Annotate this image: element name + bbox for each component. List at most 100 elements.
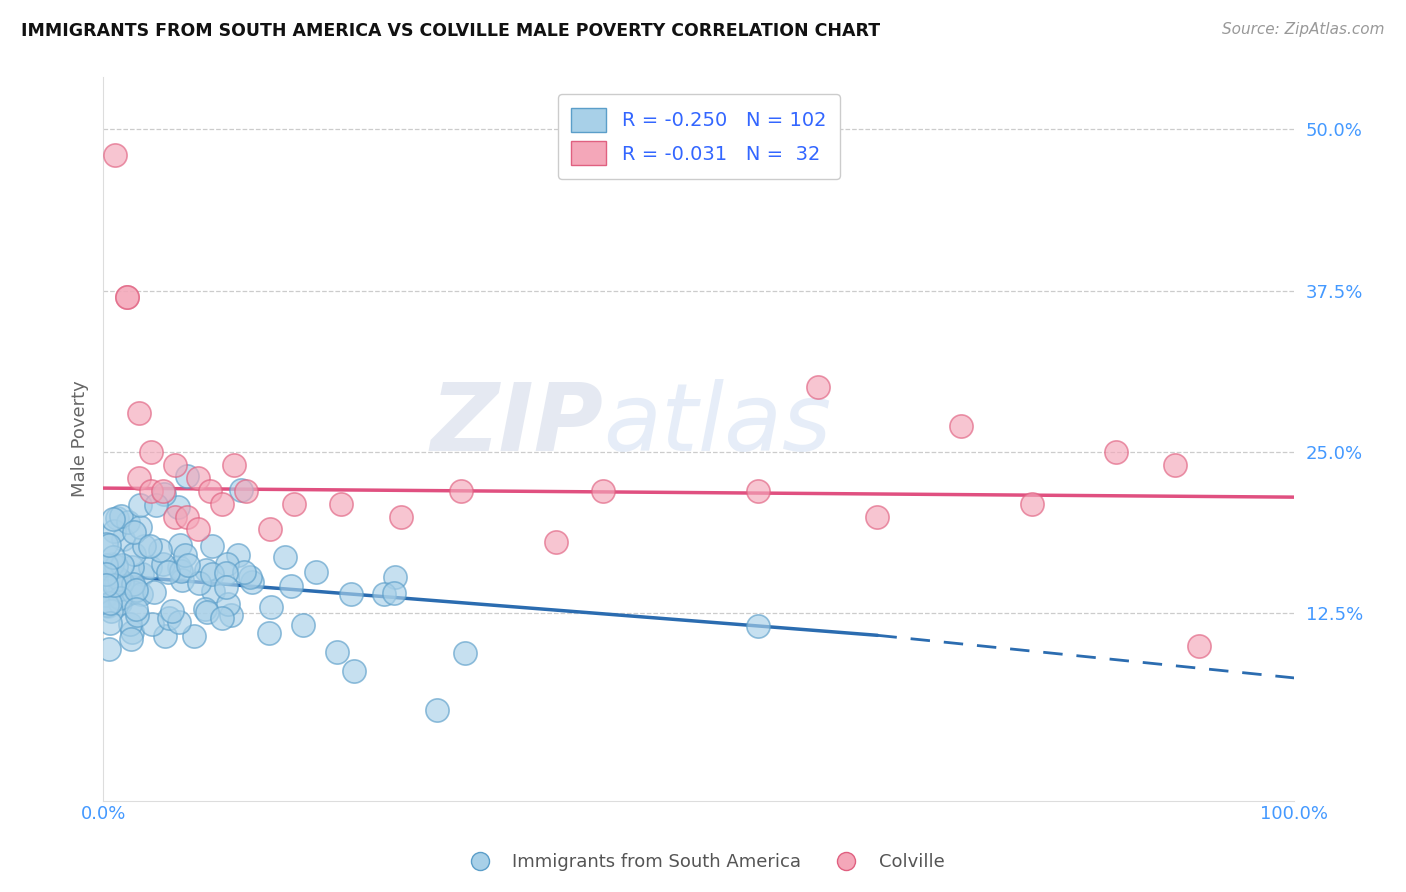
Point	[129, 520, 152, 534]
Point	[104, 558, 127, 573]
Point	[149, 542, 172, 557]
Point	[129, 498, 152, 512]
Point	[103, 578, 125, 592]
Point	[139, 445, 162, 459]
Point	[105, 511, 128, 525]
Point	[215, 580, 238, 594]
Point	[122, 585, 145, 599]
Point	[1021, 497, 1043, 511]
Point	[128, 406, 150, 420]
Point	[110, 558, 132, 572]
Point	[142, 584, 165, 599]
Point	[125, 582, 148, 597]
Point	[104, 148, 127, 162]
Point	[866, 509, 889, 524]
Point	[152, 557, 174, 571]
Point	[177, 558, 200, 572]
Point	[139, 483, 162, 498]
Point	[104, 577, 127, 591]
Point	[215, 566, 238, 580]
Point	[340, 587, 363, 601]
Point	[108, 596, 131, 610]
Point	[173, 549, 195, 563]
Point	[96, 599, 118, 613]
Point	[187, 523, 209, 537]
Point	[118, 617, 141, 632]
Point	[121, 624, 143, 639]
Point	[124, 547, 146, 561]
Point	[343, 664, 366, 678]
Point	[200, 483, 222, 498]
Point	[176, 468, 198, 483]
Point	[292, 618, 315, 632]
Point	[163, 509, 186, 524]
Point	[97, 537, 120, 551]
Point	[129, 587, 152, 601]
Point	[274, 549, 297, 564]
Point	[120, 632, 142, 646]
Point	[134, 539, 156, 553]
Point	[167, 615, 190, 629]
Point	[117, 515, 139, 529]
Point	[112, 532, 135, 546]
Point	[153, 629, 176, 643]
Text: Source: ZipAtlas.com: Source: ZipAtlas.com	[1222, 22, 1385, 37]
Point	[592, 483, 614, 498]
Point	[157, 611, 180, 625]
Point	[747, 619, 769, 633]
Point	[194, 601, 217, 615]
Point	[128, 471, 150, 485]
Point	[167, 559, 190, 574]
Point	[153, 487, 176, 501]
Point	[108, 591, 131, 605]
Point	[235, 483, 257, 498]
Text: IMMIGRANTS FROM SOUTH AMERICA VS COLVILLE MALE POVERTY CORRELATION CHART: IMMIGRANTS FROM SOUTH AMERICA VS COLVILL…	[21, 22, 880, 40]
Point	[201, 566, 224, 581]
Point	[229, 483, 252, 497]
Point	[240, 575, 263, 590]
Point	[111, 575, 134, 590]
Point	[100, 557, 122, 571]
Point	[233, 565, 256, 579]
Point	[110, 508, 132, 523]
Point	[163, 458, 186, 472]
Point	[389, 509, 412, 524]
Point	[224, 458, 246, 472]
Point	[97, 599, 120, 614]
Point	[121, 559, 143, 574]
Point	[201, 584, 224, 599]
Point	[170, 574, 193, 588]
Point	[97, 642, 120, 657]
Point	[384, 586, 406, 600]
Point	[115, 290, 138, 304]
Point	[139, 559, 162, 574]
Point	[122, 577, 145, 591]
Point	[453, 646, 475, 660]
Point	[1188, 639, 1211, 653]
Text: atlas: atlas	[603, 379, 832, 470]
Point	[100, 604, 122, 618]
Point	[115, 290, 138, 304]
Point	[125, 607, 148, 622]
Point	[188, 576, 211, 591]
Point	[105, 589, 128, 603]
Point	[108, 582, 131, 596]
Point	[1164, 458, 1187, 472]
Point	[101, 512, 124, 526]
Point	[94, 537, 117, 551]
Point	[194, 563, 217, 577]
Point	[170, 564, 193, 578]
Point	[1105, 445, 1128, 459]
Point	[157, 566, 180, 580]
Point	[138, 539, 160, 553]
Point	[373, 586, 395, 600]
Point	[450, 483, 472, 498]
Point	[211, 497, 233, 511]
Point	[160, 604, 183, 618]
Point	[145, 498, 167, 512]
Point	[195, 605, 218, 619]
Point	[949, 419, 972, 434]
Point	[98, 615, 121, 630]
Text: ZIP: ZIP	[430, 378, 603, 471]
Point	[141, 616, 163, 631]
